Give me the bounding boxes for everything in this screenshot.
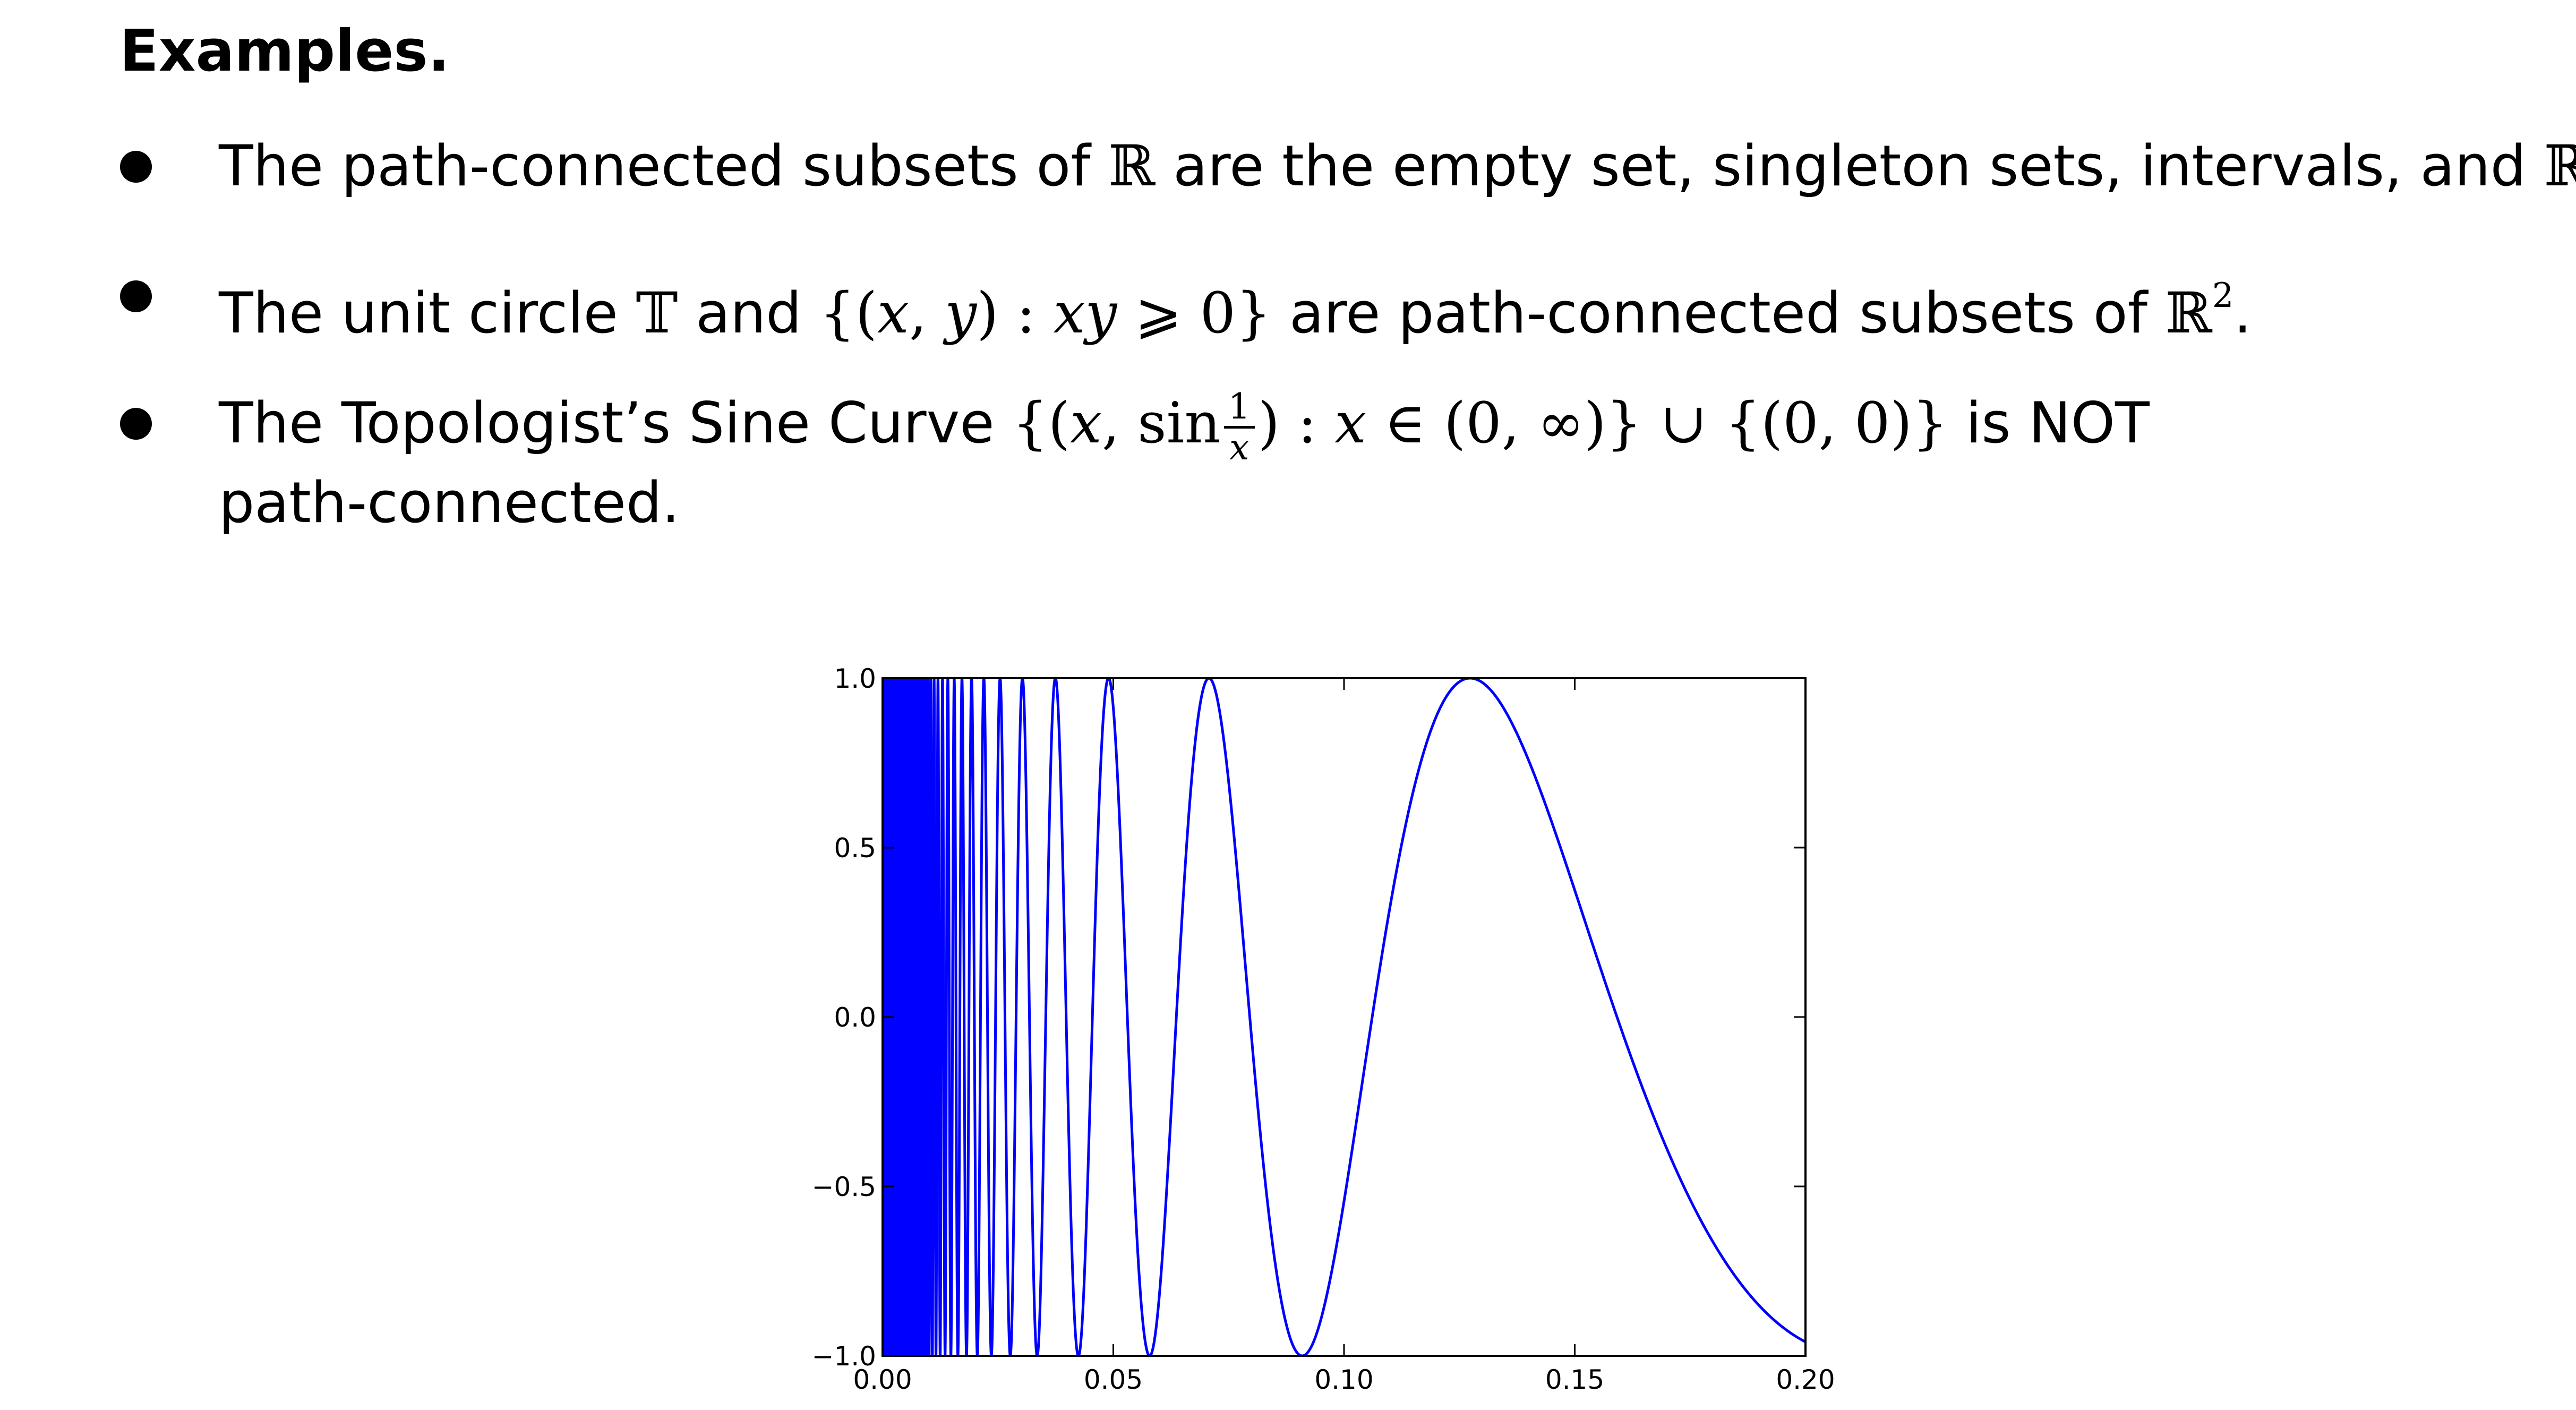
- bullet-dot-icon: [120, 408, 152, 440]
- math-var: x: [1070, 390, 1102, 456]
- math-paren: ): [977, 280, 999, 346]
- math-torus: 𝕋: [636, 280, 678, 346]
- y-tick-label: −0.5: [812, 1172, 876, 1202]
- text-run: The path-connected subsets of: [219, 133, 1109, 199]
- math-comma: ,: [909, 280, 945, 346]
- x-tick-label: 0.20: [1776, 1364, 1835, 1395]
- math-var: xy: [1053, 280, 1117, 346]
- math-interval: ∈ (0, ∞)}: [1366, 390, 1642, 456]
- text-run: are path-connected subsets of: [1271, 280, 2166, 346]
- text-run: and: [678, 280, 820, 346]
- fraction-denominator: x: [1229, 426, 1250, 468]
- math-paren: ): [1257, 390, 1280, 456]
- text-run: The unit circle: [219, 280, 636, 346]
- math-var: x: [877, 280, 909, 346]
- math-brace: {(: [819, 280, 878, 346]
- x-tick-label: 0.05: [1084, 1364, 1143, 1395]
- math-reals: ℝ: [2165, 280, 2212, 346]
- y-tick-label: 0.5: [834, 833, 876, 864]
- x-tick-label: 0.15: [1545, 1364, 1604, 1395]
- math-superscript: 2: [2212, 276, 2234, 315]
- bullet-text-3: The Topologist’s Sine Curve {(x, sin 1 x) …: [219, 383, 2150, 467]
- fraction-numerator: 1: [1223, 387, 1255, 429]
- text-run: .: [2233, 280, 2252, 346]
- x-tick-label: 0.00: [853, 1364, 912, 1395]
- text-run: The Topologist’s Sine Curve: [219, 390, 1013, 456]
- bullet-dot-icon: [120, 280, 152, 312]
- math-colon: :: [1280, 390, 1335, 456]
- y-tick-label: −1.0: [812, 1341, 876, 1372]
- text-run: is NOT: [1948, 390, 2150, 456]
- math-var: y: [945, 280, 977, 346]
- page-heading: Examples.: [119, 18, 450, 84]
- math-inequality: ⩾ 0}: [1117, 280, 1272, 346]
- plot-frame: [882, 677, 1807, 1357]
- math-reals: ℝ: [2544, 133, 2576, 199]
- x-tick-label: 0.10: [1314, 1364, 1373, 1395]
- plot-area: 0.00 0.05 0.10 0.15 0.20 1.0 0.5 0.0 −0.5 −1.0: [812, 663, 1835, 1395]
- bullet-text-2: The unit circle 𝕋 and {(x, y) : xy ⩾ 0} …: [219, 256, 2252, 353]
- math-origin-set: {(0, 0)}: [1725, 390, 1948, 456]
- sine-curve-series: [883, 678, 1805, 1356]
- bullet-dot-icon: [120, 151, 152, 183]
- text-run: are the empty set, singleton sets, inter…: [1155, 133, 2544, 199]
- math-reals: ℝ: [1108, 133, 1156, 199]
- y-tick-label: 1.0: [834, 663, 876, 694]
- y-tick-label: 0.0: [834, 1002, 876, 1033]
- math-var: x: [1334, 390, 1367, 456]
- math-union: ∪: [1642, 390, 1725, 456]
- math-sin: , sin: [1101, 390, 1221, 456]
- math-colon: :: [998, 280, 1054, 346]
- bullet-text-3-continuation: path-connected.: [219, 470, 680, 535]
- math-brace: {(: [1012, 390, 1071, 456]
- bullet-text-1: The path-connected subsets of ℝ are the …: [219, 126, 2576, 206]
